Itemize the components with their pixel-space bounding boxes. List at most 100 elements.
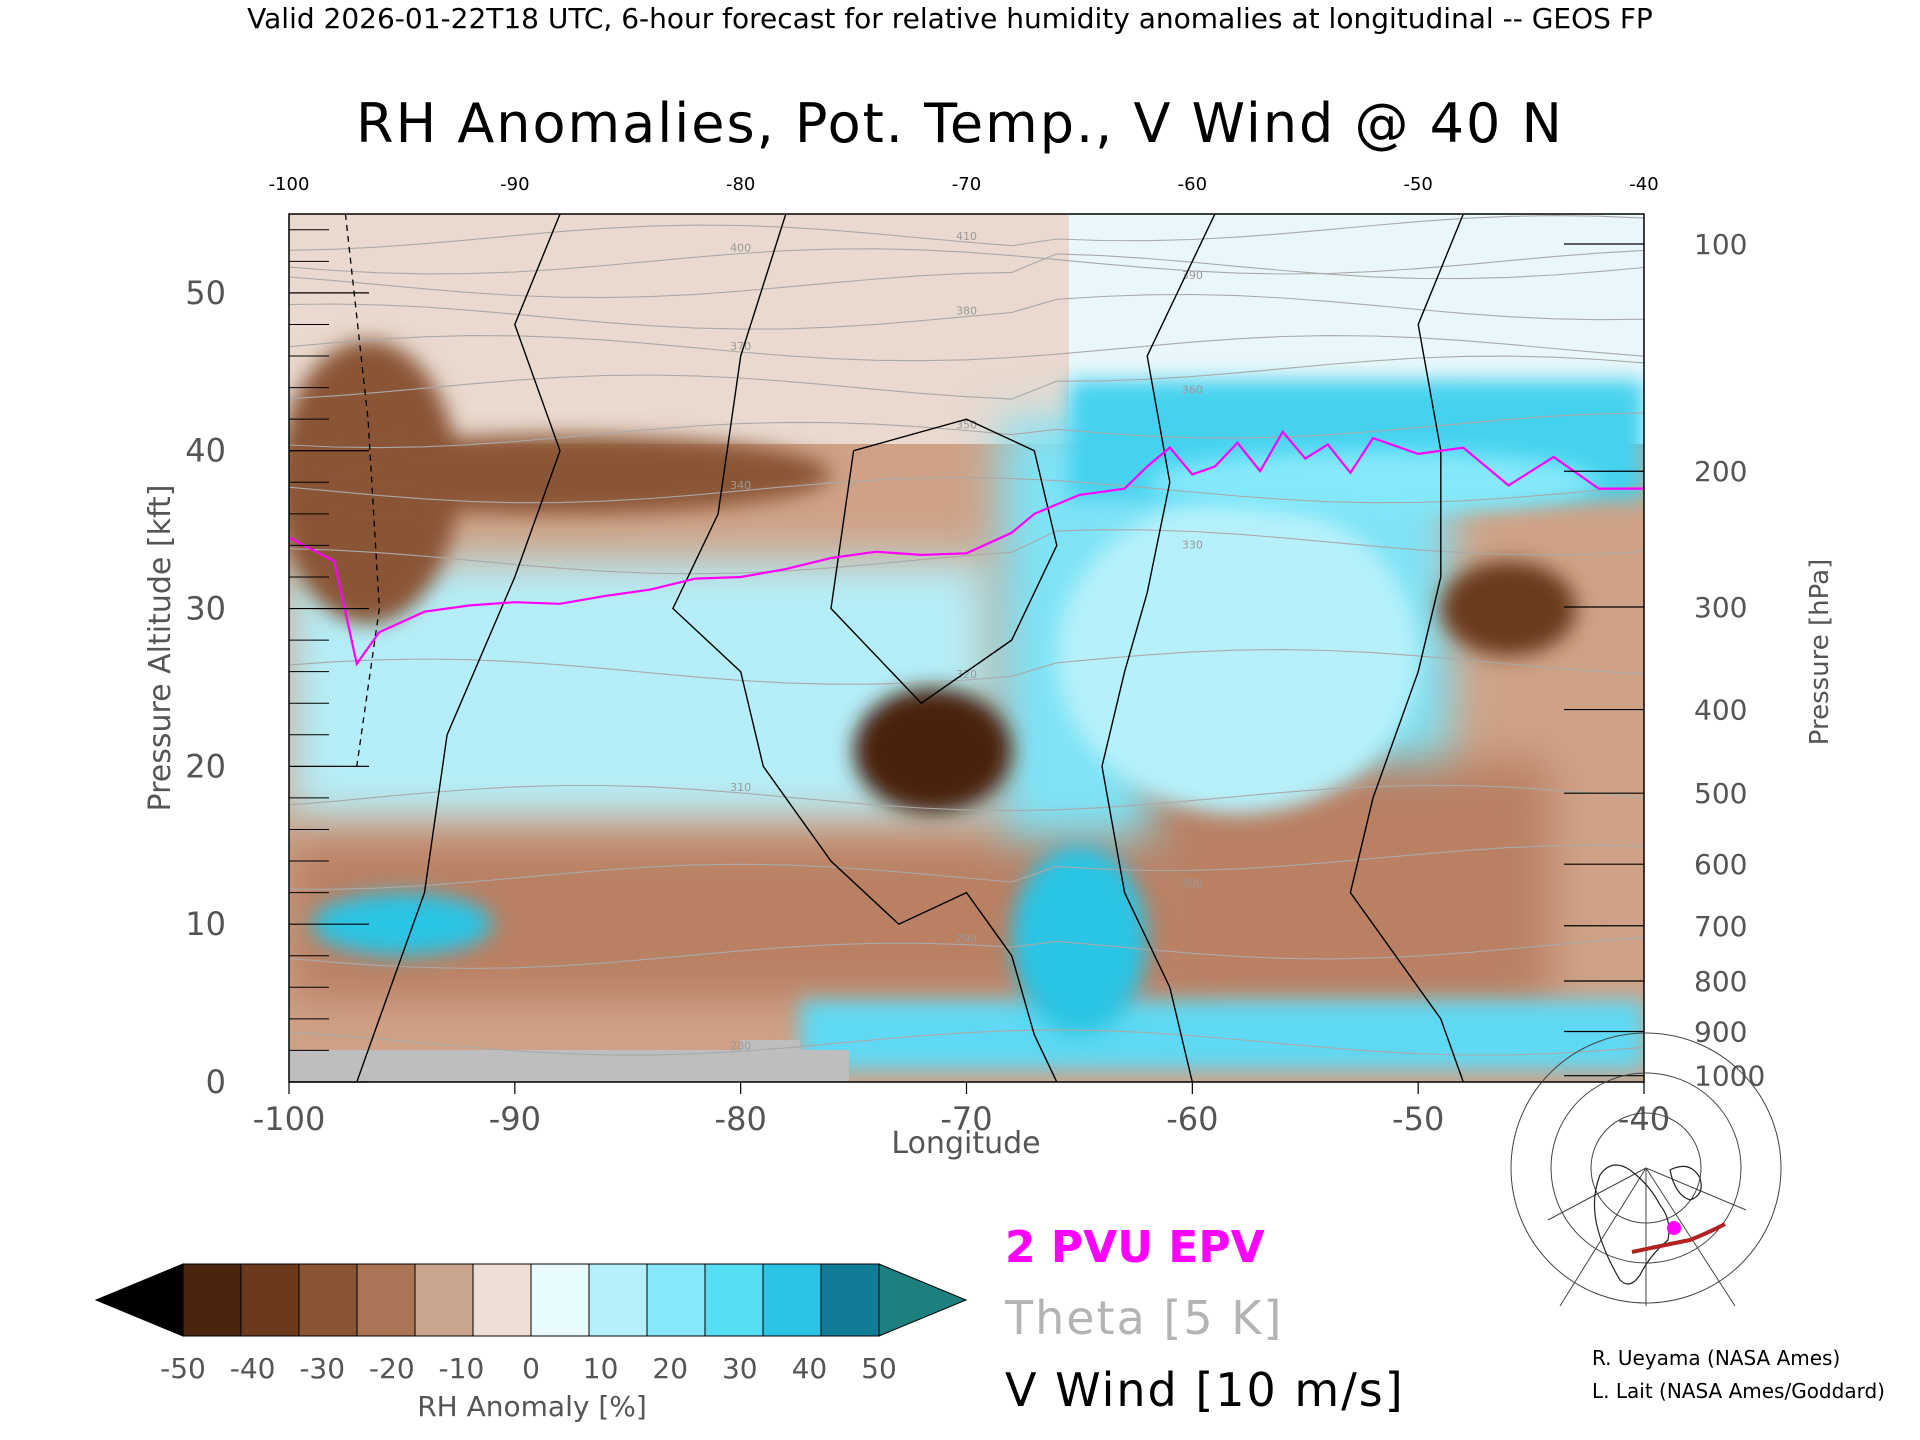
theta-label: 300	[1182, 877, 1203, 890]
colorbar-tick-label: -10	[439, 1352, 485, 1385]
x-top-tick-label: -50	[1403, 174, 1432, 195]
x-top-tick-label: -40	[1629, 174, 1658, 195]
theta-label: 410	[956, 230, 977, 243]
colorbar-swatch	[530, 1263, 590, 1337]
x-top-tick-label: -70	[952, 174, 981, 195]
theta-contour-350	[289, 412, 1644, 449]
colorbar-swatch	[298, 1263, 358, 1337]
vwind-contour-1	[672, 214, 1058, 1082]
vwind-contours	[344, 214, 1464, 1082]
theta-contour-280	[289, 1029, 1644, 1056]
pressure-tick-label: 900	[1694, 1015, 1747, 1048]
colorbar-swatch	[762, 1263, 822, 1337]
anomaly-region-3	[1440, 561, 1577, 656]
x-tick-label: -90	[489, 1100, 541, 1138]
colorbar-swatch	[182, 1263, 242, 1337]
legend-pvu: 2 PVU EPV	[1005, 1222, 1265, 1273]
right-axis-label: Pressure [hPa]	[1805, 559, 1835, 746]
pressure-tick-label: 100	[1694, 228, 1747, 261]
colorbar-swatch	[414, 1263, 474, 1337]
legend-theta: Theta [5 K]	[1004, 1291, 1283, 1345]
chart-title: RH Anomalies, Pot. Temp., V Wind @ 40 N	[356, 92, 1564, 155]
colorbar	[94, 1263, 968, 1337]
colorbar-tick-label: 10	[583, 1352, 619, 1385]
colorbar-swatch	[820, 1263, 880, 1337]
y-tick-label: 0	[206, 1063, 226, 1101]
colorbar-tick-label: 30	[722, 1352, 758, 1385]
polar-map-icon	[1510, 1032, 1782, 1307]
theta-contour-310	[289, 784, 1644, 812]
credit-line-2: L. Lait (NASA Ames/Goddard)	[1592, 1379, 1885, 1403]
y-tick-label: 10	[185, 905, 226, 943]
theta-contour-330	[289, 529, 1644, 575]
x-tick-label: -40	[1618, 1100, 1670, 1138]
colorbar-ticks: -50 -40 -30 -20 -10 0 10 20 30 40 50	[160, 1352, 897, 1385]
colorbar-low-arrow	[94, 1263, 184, 1337]
theta-contour-370	[289, 335, 1644, 362]
x-tick-label: -100	[253, 1100, 326, 1138]
anomaly-layer	[289, 340, 1599, 1035]
anomaly-region-7	[1147, 450, 1599, 514]
theta-contour-320	[289, 649, 1644, 685]
y-tick-label: 50	[185, 274, 226, 312]
theta-label: 350	[956, 419, 977, 432]
x-axis-top: -100 -90 -80 -70 -60 -50 -40	[269, 174, 1659, 195]
pressure-tick-label: 200	[1694, 455, 1747, 488]
colorbar-label: RH Anomaly [%]	[417, 1390, 647, 1423]
x-axis: -100 -90 -80 -70 -60 -50 -40	[253, 1082, 1670, 1138]
theta-label: 400	[730, 242, 751, 255]
theta-label: 380	[956, 305, 977, 318]
y-axis-label: Pressure Altitude [kft]	[143, 485, 178, 812]
colorbar-swatch	[704, 1263, 764, 1337]
colorbar-tick-label: -50	[160, 1352, 206, 1385]
theta-contour-400	[289, 248, 1644, 275]
anomaly-region-1	[289, 434, 831, 514]
theta-label: 370	[730, 340, 751, 353]
plot-area: 2802903003103203303403503603703803904004…	[289, 214, 1644, 1082]
theta-label: 340	[730, 479, 751, 492]
colorbar-swatch	[472, 1263, 532, 1337]
theta-contour-390	[289, 253, 1644, 299]
colorbar-tick-label: -30	[299, 1352, 345, 1385]
legend-vwind: V Wind [10 m/s]	[1005, 1363, 1405, 1417]
theta-contour-360	[289, 355, 1644, 400]
colorbar-swatch	[240, 1263, 300, 1337]
pressure-tick-label: 400	[1694, 694, 1747, 727]
theta-contour-410	[289, 215, 1644, 251]
vwind-contour-0	[356, 214, 561, 1082]
vwind-contour-2	[1101, 214, 1216, 1082]
colorbar-tick-label: 0	[522, 1352, 540, 1385]
theta-contour-340	[289, 477, 1644, 504]
vwind-negative-contour	[344, 214, 380, 767]
x-tick-label: -60	[1166, 1100, 1218, 1138]
theta-label: 330	[1182, 538, 1203, 551]
colorbar-swatch	[588, 1263, 648, 1337]
vwind-contour-3	[1349, 214, 1464, 1082]
theta-contour-300	[289, 844, 1644, 890]
anomaly-region-5	[1011, 845, 1148, 1035]
x-axis-label: Longitude	[891, 1126, 1040, 1161]
theta-contour-290	[289, 936, 1644, 969]
colorbar-tick-label: -40	[230, 1352, 276, 1385]
anomaly-region-6	[1056, 498, 1419, 814]
theta-label: 360	[1182, 383, 1203, 396]
pressure-tick-label: 600	[1694, 848, 1747, 881]
colorbar-swatch	[646, 1263, 706, 1337]
colorbar-tick-label: -20	[369, 1352, 415, 1385]
pvu-2-line	[289, 429, 1644, 667]
pressure-tick-label: 1000	[1694, 1060, 1765, 1093]
theta-contour-380	[289, 293, 1644, 330]
y-axis: 0 10 20 30 40 50	[185, 229, 369, 1101]
pressure-tick-label: 500	[1694, 777, 1747, 810]
pressure-tick-label: 300	[1694, 591, 1747, 624]
pressure-tick-label: 700	[1694, 910, 1747, 943]
credit-line-1: R. Ueyama (NASA Ames)	[1592, 1346, 1840, 1370]
theta-label: 290	[956, 933, 977, 946]
y-tick-label: 30	[185, 590, 226, 628]
pressure-axis: 100 200 300 400 500 600 700 800 900 1000	[1564, 228, 1765, 1093]
valid-line: Valid 2026-01-22T18 UTC, 6-hour forecast…	[247, 2, 1653, 35]
x-top-tick-label: -100	[269, 174, 310, 195]
x-top-tick-label: -90	[500, 174, 529, 195]
vwind-contour-4	[830, 418, 1058, 705]
theta-label: 280	[730, 1039, 751, 1052]
